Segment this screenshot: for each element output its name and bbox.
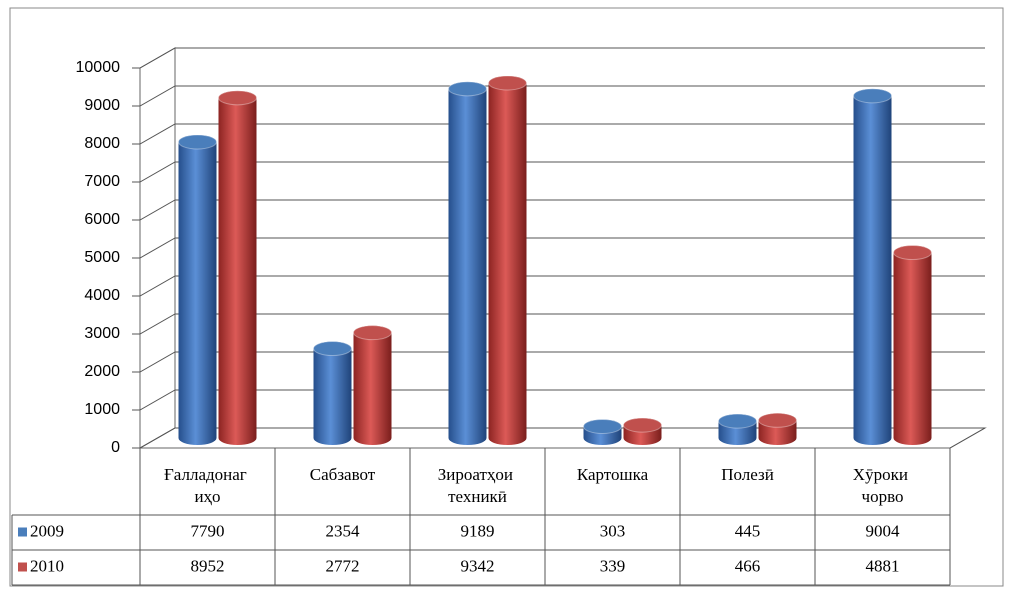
bar-top: [583, 418, 622, 434]
y-tick-label: 4000: [84, 287, 120, 304]
frame: [9, 7, 1004, 587]
table-value: 9189: [461, 521, 495, 540]
table-value: 9342: [461, 556, 495, 575]
grid-line: [132, 199, 985, 221]
y-tick-label: 3000: [84, 325, 120, 342]
table-value: 8952: [191, 556, 225, 575]
grid-line: [132, 237, 985, 259]
bar: [218, 90, 257, 445]
bar-top: [178, 134, 217, 150]
table-value: 4881: [866, 556, 900, 575]
category-label: Полезӣ: [721, 465, 774, 484]
y-tick-label: 2000: [84, 363, 120, 380]
legend-swatch: [18, 527, 27, 537]
bar-top: [893, 245, 932, 261]
bar-top: [623, 417, 662, 433]
category-label: Хӯроки чорво: [853, 465, 912, 506]
bar-top: [218, 90, 257, 106]
y-tick-label: 8000: [84, 135, 120, 152]
table-value: 303: [600, 521, 626, 540]
y-tick-label: 10000: [76, 59, 121, 76]
y-tick-label: 1000: [84, 401, 120, 418]
grid-line: [132, 351, 985, 373]
y-tick-label: 5000: [84, 249, 120, 266]
table-value: 2772: [326, 556, 360, 575]
bar: [893, 245, 932, 445]
legend-swatch: [18, 562, 27, 572]
table-value: 445: [735, 521, 761, 540]
category-label: Ғалладонаг иҳо: [164, 465, 251, 506]
grid-line: [132, 85, 985, 107]
bar: [178, 134, 217, 445]
bar: [353, 325, 392, 445]
bar-top: [758, 412, 797, 428]
y-tick-label: 9000: [84, 97, 120, 114]
grid-line: [132, 123, 985, 145]
bar: [448, 81, 487, 446]
category-label: Картошка: [577, 465, 649, 484]
grid-line: [132, 161, 985, 183]
bar-top: [313, 341, 352, 357]
bar: [313, 341, 352, 445]
y-tick-label: 7000: [84, 173, 120, 190]
bar-top: [488, 75, 527, 91]
table-value: 9004: [866, 521, 901, 540]
legend-label: 2009: [30, 521, 64, 540]
table-line: [949, 427, 986, 449]
category-label: Зироатҳои техникӣ: [438, 465, 518, 506]
grid-line: [132, 313, 985, 335]
category-label: Сабзавот: [310, 465, 376, 484]
bar: [853, 88, 892, 446]
y-tick-label: 6000: [84, 211, 120, 228]
grid-line: [132, 275, 985, 297]
grid-line: [132, 389, 985, 411]
table-value: 339: [600, 556, 626, 575]
table-value: 466: [735, 556, 761, 575]
table-value: 7790: [191, 521, 225, 540]
grid-line: [132, 427, 985, 449]
bar-top: [718, 413, 757, 429]
bar-top: [853, 88, 892, 104]
bar-top: [353, 325, 392, 341]
grid-line: [132, 47, 985, 69]
bar-top: [448, 81, 487, 97]
table-value: 2354: [326, 521, 361, 540]
legend-label: 2010: [30, 556, 64, 575]
bar: [488, 76, 527, 446]
y-tick-label: 0: [111, 439, 120, 456]
